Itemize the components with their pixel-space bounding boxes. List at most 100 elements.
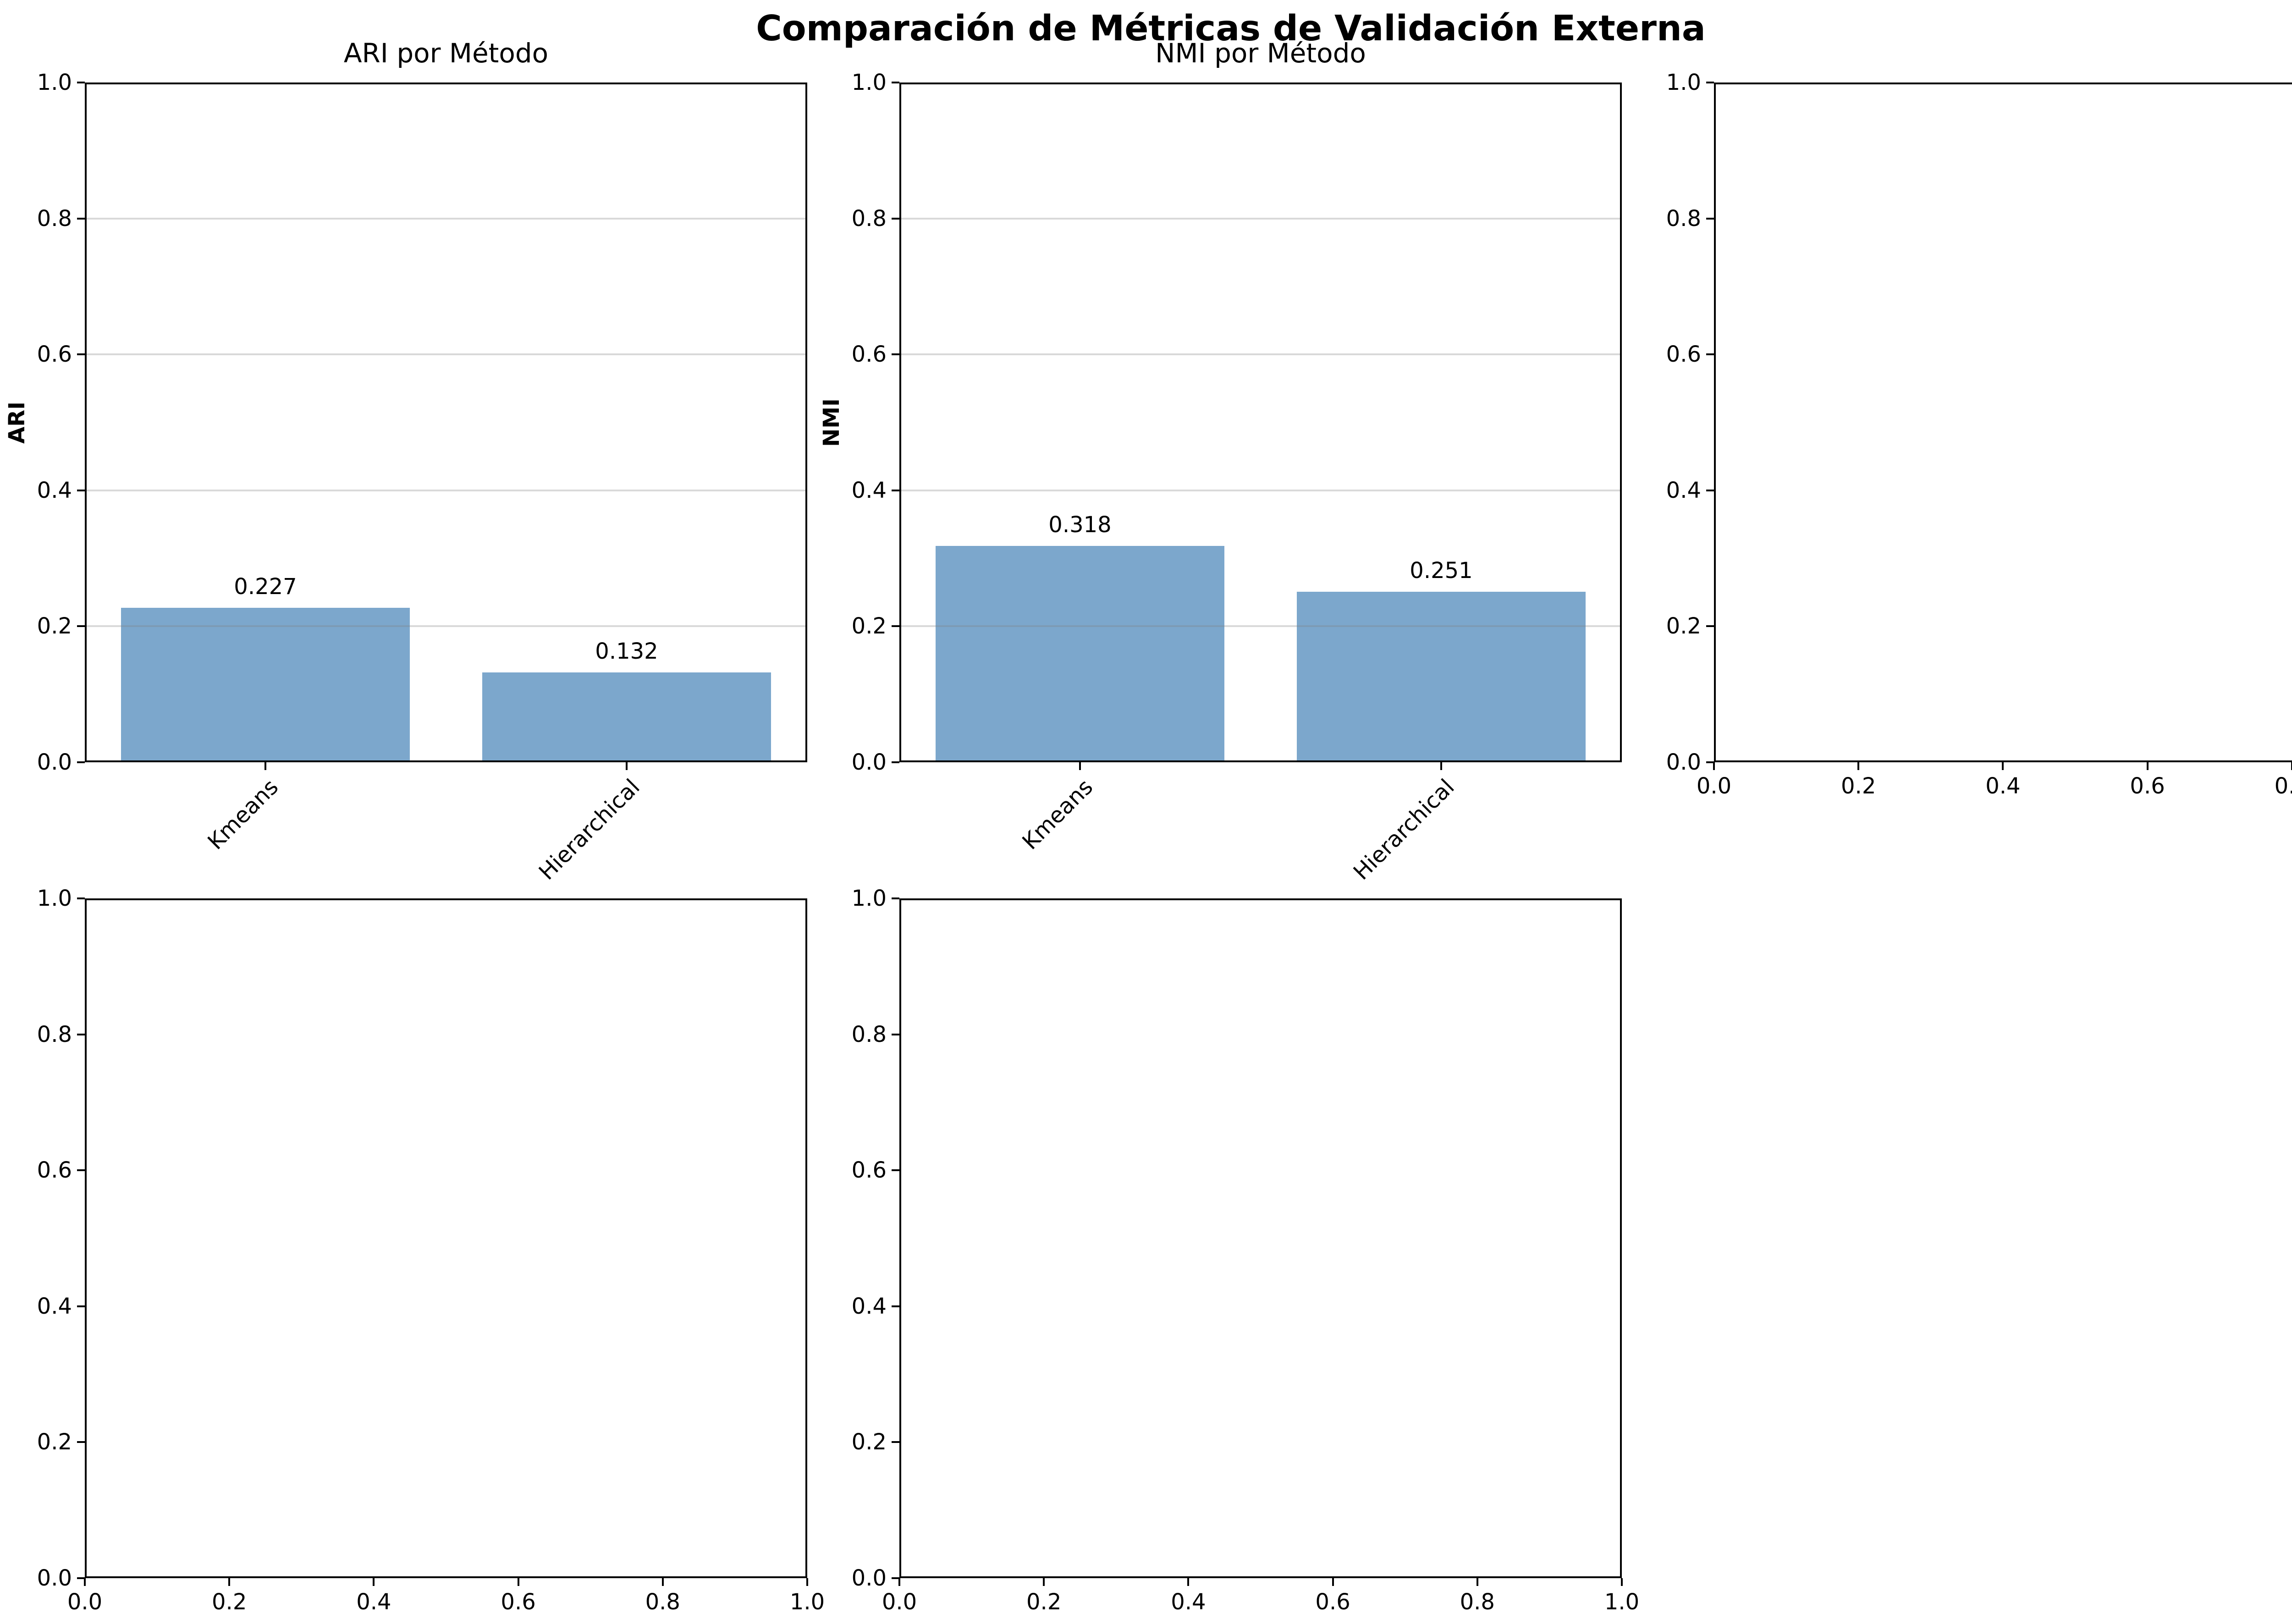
x-tick-mark bbox=[228, 1578, 231, 1586]
x-tick-label: 0.0 bbox=[1696, 773, 1732, 799]
y-tick-label: 1.0 bbox=[1666, 70, 1701, 95]
x-tick-label: 0.0 bbox=[67, 1589, 103, 1615]
y-tick-label: 0.2 bbox=[37, 1429, 72, 1455]
y-tick-mark bbox=[1706, 761, 1714, 763]
x-tick-mark bbox=[2146, 762, 2149, 770]
subplot-empty-bottom-left: 0.0 0.2 0.4 0.6 0.8 1.0 0.0 0.2 0.4 0.6 0.8 1.0 bbox=[37, 886, 825, 1615]
y-tick-mark bbox=[892, 353, 899, 356]
gridline-y bbox=[85, 489, 807, 491]
x-tick-mark bbox=[1187, 1578, 1190, 1586]
y-tick-mark bbox=[77, 1577, 85, 1579]
y-tick-label: 0.6 bbox=[1666, 341, 1701, 368]
x-tick-mark bbox=[2291, 762, 2292, 770]
y-tick-mark bbox=[892, 1033, 899, 1035]
x-tick-label: 0.4 bbox=[356, 1589, 391, 1615]
y-tick-label: 0.8 bbox=[37, 205, 72, 231]
x-tick-label: 0.2 bbox=[1841, 773, 1876, 799]
x-tick-label: Hierarchical bbox=[534, 774, 645, 885]
x-tick-label: Kmeans bbox=[1017, 774, 1098, 855]
plot-area bbox=[1714, 83, 2292, 762]
x-tick-mark bbox=[2002, 762, 2004, 770]
y-tick-label: 0.0 bbox=[37, 749, 72, 775]
gridline-y bbox=[85, 217, 807, 220]
plot-area: 0.318 0.251 bbox=[899, 83, 1622, 762]
y-tick-label: 0.6 bbox=[37, 341, 72, 368]
x-tick-label: Hierarchical bbox=[1348, 774, 1460, 885]
subplot-empty-top-right: 0.00.20.40.60.81.00.00.20.40.60.81.0 bbox=[1666, 70, 2292, 799]
x-tick-label: 0.6 bbox=[501, 1589, 536, 1615]
gridline-y bbox=[85, 353, 807, 356]
y-tick-label: 0.4 bbox=[1666, 477, 1701, 503]
y-tick-label: 0.8 bbox=[37, 1021, 72, 1047]
x-tick-mark bbox=[517, 1578, 519, 1586]
y-tick-mark bbox=[77, 897, 85, 899]
y-tick-mark bbox=[892, 82, 899, 83]
y-tick-mark bbox=[77, 82, 85, 83]
x-tick-label: 0.0 bbox=[882, 1589, 917, 1615]
subplot-title: ARI por Método bbox=[343, 38, 549, 69]
x-tick-mark bbox=[264, 762, 266, 770]
y-tick-label: 1.0 bbox=[851, 70, 887, 95]
subplot-empty-bottom-middle: 0.0 0.2 0.4 0.6 0.8 1.0 0.0 0.2 0.4 0.6 0.8 1.0 bbox=[852, 886, 1640, 1615]
x-tick-label: 0.8 bbox=[1460, 1589, 1495, 1615]
y-tick-mark bbox=[77, 1033, 85, 1035]
plot-area bbox=[899, 898, 1622, 1578]
figure-title: Comparación de Métricas de Validación Ex… bbox=[756, 8, 1706, 49]
y-tick-mark bbox=[77, 217, 85, 220]
y-tick-mark bbox=[77, 761, 85, 763]
x-tick-mark bbox=[373, 1578, 375, 1586]
y-tick-label: 1.0 bbox=[851, 886, 887, 911]
y-tick-mark bbox=[892, 489, 899, 491]
x-tick-mark bbox=[1079, 762, 1081, 770]
gridline-y bbox=[899, 217, 1622, 220]
y-tick-label: 0.2 bbox=[851, 1429, 887, 1455]
plot-area bbox=[85, 898, 807, 1578]
x-tick-mark bbox=[806, 1578, 808, 1586]
x-tick-label: 1.0 bbox=[789, 1589, 825, 1615]
y-tick-mark bbox=[1706, 625, 1714, 628]
x-tick-label: 0.6 bbox=[2130, 773, 2165, 799]
y-tick-mark bbox=[892, 1577, 899, 1579]
y-tick-label: 0.8 bbox=[1666, 205, 1701, 231]
y-tick-mark bbox=[1706, 353, 1714, 356]
bar-hierarchical: 0.132 bbox=[482, 639, 771, 762]
bar-value-label: 0.251 bbox=[1410, 558, 1473, 584]
x-tick-label: 0.8 bbox=[2274, 773, 2292, 799]
x-tick-label: 0.2 bbox=[1026, 1589, 1062, 1615]
x-tick-label: 0.8 bbox=[645, 1589, 680, 1615]
gridline-y bbox=[899, 625, 1622, 628]
x-tick-mark bbox=[84, 1578, 86, 1586]
gridline-y bbox=[899, 353, 1622, 356]
y-tick-label: 0.6 bbox=[851, 341, 887, 368]
x-tick-label: 0.6 bbox=[1315, 1589, 1350, 1615]
y-tick-label: 0.8 bbox=[851, 205, 887, 231]
y-tick-label: 0.0 bbox=[851, 1565, 887, 1591]
bar-value-label: 0.318 bbox=[1048, 512, 1112, 538]
x-tick-label: Kmeans bbox=[203, 774, 284, 855]
y-tick-mark bbox=[892, 217, 899, 220]
subplot-ari-bar-chart: ARI por Método ARI 0.227 0.132 0.0 0.2 0.4 0… bbox=[4, 38, 807, 885]
y-tick-label: 0.6 bbox=[37, 1157, 72, 1184]
y-tick-mark bbox=[77, 353, 85, 356]
bar-value-label: 0.227 bbox=[234, 574, 297, 600]
y-tick-mark bbox=[77, 1441, 85, 1443]
x-tick-label: 1.0 bbox=[1604, 1589, 1640, 1615]
y-tick-label: 0.2 bbox=[37, 613, 72, 639]
y-tick-label: 0.8 bbox=[851, 1021, 887, 1047]
bar-hierarchical: 0.251 bbox=[1296, 558, 1586, 762]
y-tick-mark bbox=[892, 1305, 899, 1307]
y-tick-label: 0.0 bbox=[37, 1565, 72, 1591]
x-tick-mark bbox=[1621, 1578, 1623, 1586]
y-axis-label: ARI bbox=[4, 401, 30, 444]
y-tick-label: 0.4 bbox=[851, 477, 887, 503]
x-tick-label: 0.4 bbox=[1171, 1589, 1206, 1615]
bar-kmeans: 0.227 bbox=[121, 574, 410, 762]
x-tick-mark bbox=[661, 1578, 664, 1586]
y-tick-mark bbox=[1706, 82, 1714, 83]
x-tick-mark bbox=[1440, 762, 1442, 770]
x-tick-mark bbox=[626, 762, 628, 770]
bar-kmeans: 0.318 bbox=[935, 512, 1225, 762]
x-tick-label: 0.2 bbox=[212, 1589, 247, 1615]
y-tick-label: 0.4 bbox=[37, 1293, 72, 1319]
